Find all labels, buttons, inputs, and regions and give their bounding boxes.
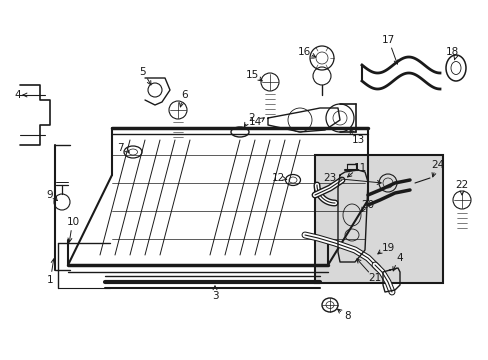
Text: 7: 7 (117, 143, 123, 153)
Text: 17: 17 (381, 35, 394, 45)
Text: 15: 15 (245, 70, 258, 80)
Text: 20: 20 (361, 200, 374, 210)
Text: 11: 11 (353, 163, 366, 173)
Text: 2: 2 (248, 113, 255, 123)
Text: 9: 9 (46, 190, 53, 200)
Text: 4: 4 (15, 90, 21, 100)
Text: 6: 6 (182, 90, 188, 100)
Text: 21: 21 (367, 273, 381, 283)
Text: 18: 18 (445, 47, 458, 57)
Text: 8: 8 (344, 311, 350, 321)
Bar (314, 155, 442, 283)
Text: 16: 16 (297, 47, 310, 57)
Text: 19: 19 (381, 243, 394, 253)
Text: 14: 14 (248, 117, 261, 127)
Text: 24: 24 (430, 160, 444, 170)
Text: 23: 23 (323, 173, 336, 183)
Text: 12: 12 (271, 173, 284, 183)
Text: 5: 5 (139, 67, 145, 77)
Text: 1: 1 (46, 275, 53, 285)
Text: 22: 22 (454, 180, 468, 190)
Text: 4: 4 (396, 253, 403, 263)
Text: 3: 3 (211, 291, 218, 301)
Text: 10: 10 (66, 217, 80, 227)
Text: 13: 13 (351, 135, 364, 145)
